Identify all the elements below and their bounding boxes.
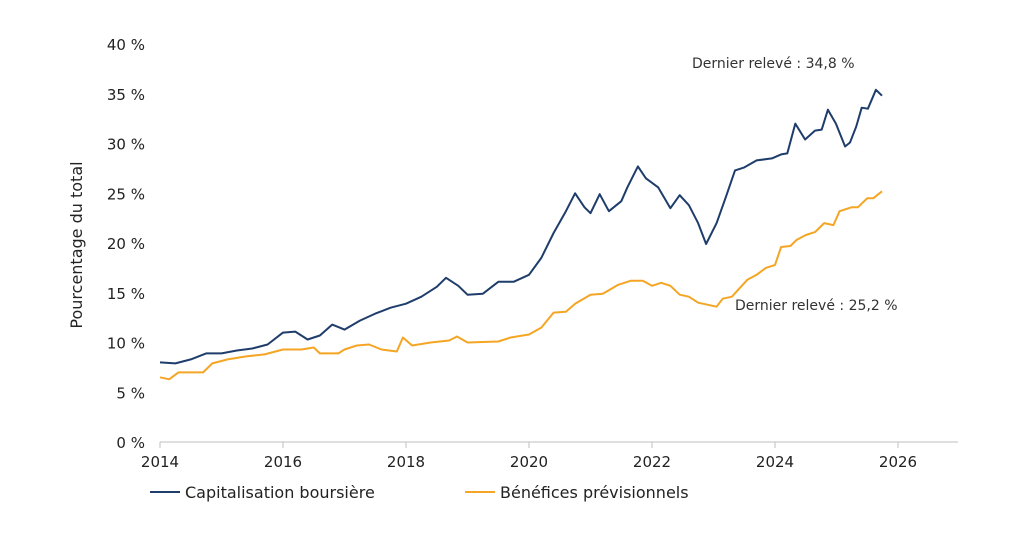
legend: Capitalisation boursière Bénéfices prévi… — [150, 483, 689, 502]
y-tick-label: 5 % — [116, 384, 145, 402]
y-tick-label: 20 % — [107, 235, 145, 253]
x-tick-label: 2024 — [756, 453, 794, 471]
x-tick-label: 2014 — [141, 453, 179, 471]
y-tick-label: 0 % — [116, 434, 145, 452]
annotation-earnings: Dernier relevé : 25,2 % — [735, 298, 898, 314]
legend-label-market-cap: Capitalisation boursière — [185, 483, 375, 502]
x-tick-label: 2018 — [387, 453, 425, 471]
y-tick-label: 10 % — [107, 335, 145, 353]
annotation-market-cap: Dernier relevé : 34,8 % — [692, 56, 855, 72]
y-tick-label: 30 % — [107, 136, 145, 154]
y-tick-label: 15 % — [107, 285, 145, 303]
x-tick-label: 2026 — [879, 453, 917, 471]
y-tick-label: 40 % — [107, 36, 145, 54]
x-tick-label: 2016 — [264, 453, 302, 471]
series-line-market-cap — [159, 88, 883, 365]
x-tick-label: 2022 — [633, 453, 671, 471]
y-axis-label: Pourcentage du total — [67, 161, 86, 328]
x-tick-label: 2020 — [510, 453, 548, 471]
series-line-earnings — [159, 190, 883, 381]
y-tick-label: 35 % — [107, 86, 145, 104]
y-tick-label: 25 % — [107, 185, 145, 203]
legend-label-earnings: Bénéfices prévisionnels — [500, 483, 689, 502]
